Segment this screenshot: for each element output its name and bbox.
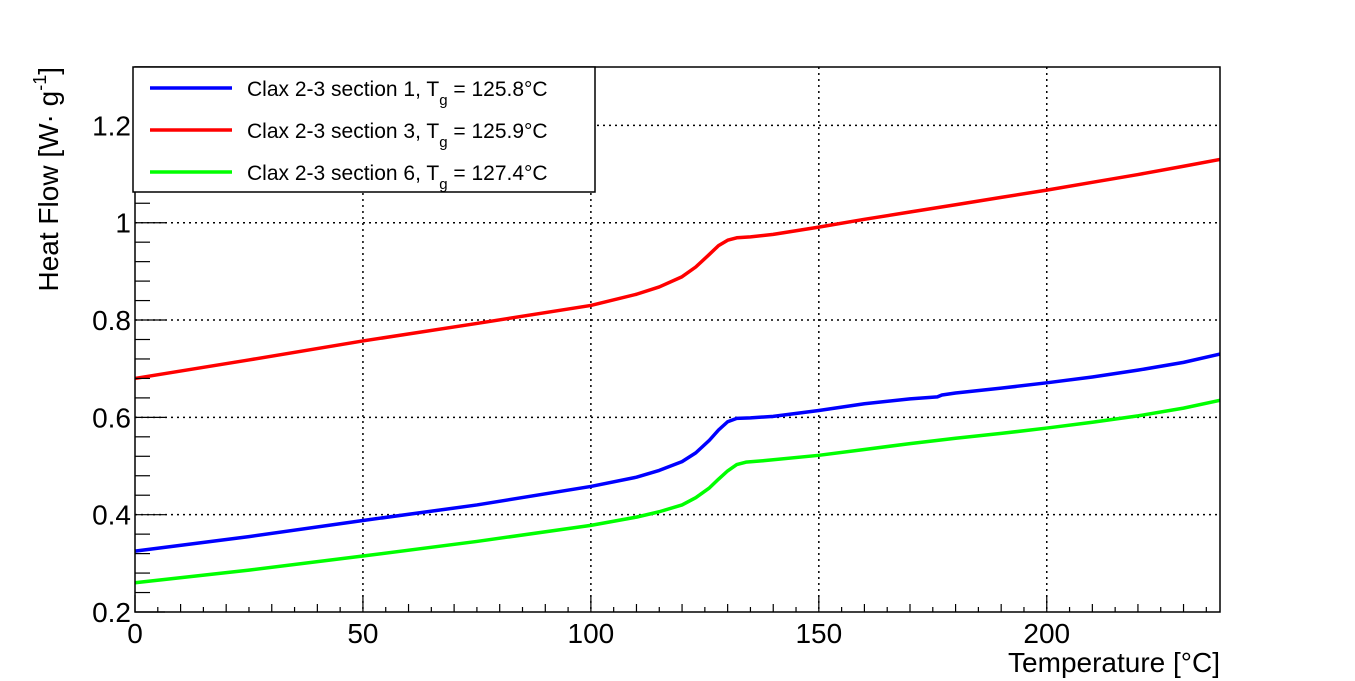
legend-entry-3: Clax 2-3 section 6, Tg = 127.4°C bbox=[247, 162, 548, 193]
y-axis-title-sup: -1 bbox=[30, 75, 50, 91]
legend-entry-value: = 125.8°C bbox=[448, 78, 548, 101]
series-line-3 bbox=[134, 398, 1221, 585]
x-tick-label: 0 bbox=[127, 618, 143, 649]
legend-entry-2: Clax 2-3 section 3, Tg = 125.9°C bbox=[247, 120, 548, 151]
y-tick-label: 0.4 bbox=[92, 500, 131, 531]
y-tick-label: 0.6 bbox=[92, 402, 131, 433]
series-line-1 bbox=[134, 352, 1221, 553]
legend-entry-text: Clax 2-3 section 1, T bbox=[247, 78, 439, 101]
legend-entry-subscript: g bbox=[439, 92, 447, 109]
series-line-2 bbox=[134, 157, 1221, 381]
legend-entry-text: Clax 2-3 section 6, T bbox=[247, 162, 439, 185]
series-group bbox=[134, 157, 1221, 585]
legend-entry-subscript: g bbox=[439, 134, 447, 151]
legend-entry-value: = 127.4°C bbox=[448, 162, 548, 185]
x-tick-label: 150 bbox=[795, 618, 842, 649]
x-tick-label: 200 bbox=[1023, 618, 1070, 649]
y-axis-title: Heat Flow [W· g-1] bbox=[30, 67, 64, 292]
x-tick-label: 100 bbox=[568, 618, 615, 649]
y-axis-title-close: ] bbox=[33, 67, 64, 75]
legend-entry-subscript: g bbox=[439, 176, 447, 193]
y-tick-label: 1.2 bbox=[92, 110, 131, 141]
legend-entry-value: = 125.9°C bbox=[448, 120, 548, 143]
tick-labels: 0 50 100 150 200 0.2 0.4 0.6 0.8 1 1.2 bbox=[92, 110, 1070, 649]
y-tick-label: 0.8 bbox=[92, 305, 131, 336]
legend-entry-text: Clax 2-3 section 3, T bbox=[247, 120, 439, 143]
y-tick-label: 1 bbox=[115, 208, 131, 239]
y-axis-title-main: Heat Flow [W· g bbox=[33, 91, 64, 292]
legend-entry-1: Clax 2-3 section 1, Tg = 125.8°C bbox=[247, 78, 548, 109]
x-axis-title: Temperature [°C] bbox=[1008, 647, 1220, 678]
x-tick-label: 50 bbox=[347, 618, 378, 649]
y-tick-label: 0.2 bbox=[92, 597, 131, 628]
